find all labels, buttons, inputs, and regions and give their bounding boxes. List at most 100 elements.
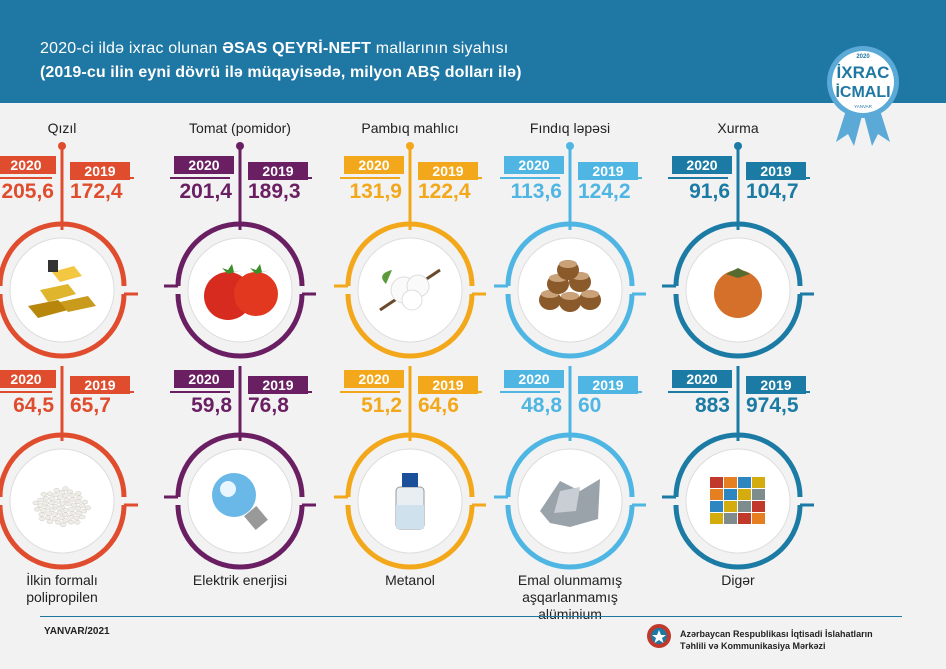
badge-year: 2020	[856, 54, 870, 60]
year-b-badge	[248, 376, 308, 394]
value-2019: 189,3	[248, 180, 301, 203]
value-2020: 51,2	[361, 394, 402, 417]
aluminium-icon	[540, 479, 600, 527]
card-graphic	[494, 142, 646, 359]
light-bulb-icon	[212, 473, 268, 531]
ring-bottom-arc	[0, 504, 127, 570]
value-2020: 131,9	[349, 180, 402, 203]
value-2019: 124,2	[578, 180, 631, 203]
card-graphic	[0, 142, 138, 359]
year-b-badge	[578, 376, 638, 394]
value-2019: 122,4	[418, 180, 471, 203]
organization-name: Azərbaycan Respublikası İqtisadi İslahat…	[680, 628, 873, 652]
pellets-icon	[32, 486, 92, 528]
ring-top-arc	[0, 432, 127, 498]
year-b-label: 2019	[592, 163, 624, 179]
tomato-icon	[204, 264, 278, 320]
ring-top-arc	[0, 221, 127, 287]
ring-top-arc	[673, 221, 803, 287]
year-b-badge	[746, 162, 806, 180]
product-name: Emal olunmamış aşqarlanmamış alüminium	[517, 572, 623, 622]
card-graphic	[164, 366, 316, 570]
year-b-badge	[418, 376, 478, 394]
value-2020: 48,8	[521, 394, 562, 417]
card-graphic	[662, 366, 814, 570]
product-name: Digər	[721, 572, 755, 588]
year-a-badge	[504, 370, 564, 388]
gold-bars-icon	[28, 260, 96, 318]
product-card: 2020 2019 91,6 104,7 Xurma	[648, 118, 828, 368]
year-a-label: 2020	[686, 371, 718, 387]
product-name: İlkin formalı polipropilen	[26, 572, 98, 605]
badge-month: YANVAR	[854, 104, 873, 109]
card-graphic	[334, 366, 486, 570]
ring-top-arc	[175, 221, 305, 287]
product-card: 2020 2019 59,8 76,8 Elektrik enerjisi	[150, 362, 330, 612]
year-a-label: 2020	[188, 157, 220, 173]
ixrac-icmali-badge: 2020 İXRAC İCMALI YANVAR	[827, 46, 899, 146]
product-name: Tomat (pomidor)	[189, 120, 291, 136]
card-graphic	[334, 142, 486, 359]
year-a-label: 2020	[686, 157, 718, 173]
org-line1: Azərbaycan Respublikası İqtisadi İslahat…	[680, 629, 873, 639]
icon-circle	[9, 448, 115, 554]
value-2019: 64,6	[418, 394, 459, 417]
product-card: 2020 2019 48,8 60 Emal olunmamış aşqarlanmam…	[480, 362, 660, 622]
year-a-badge	[0, 156, 56, 174]
product-card: 2020 2019 64,5 65,7 İlkin formalı polipropil…	[0, 362, 152, 612]
badge-line2: İCMALI	[835, 83, 890, 101]
org-line2: Təhlili və Kommunikasiya Mərkəzi	[680, 641, 826, 651]
year-b-badge	[746, 376, 806, 394]
value-2019: 104,7	[746, 180, 799, 203]
year-a-badge	[344, 370, 404, 388]
year-a-badge	[672, 156, 732, 174]
value-2020: 91,6	[689, 180, 730, 203]
ring-top-arc	[345, 221, 475, 287]
product-name: Metanol	[385, 572, 435, 588]
footer-divider	[40, 616, 902, 617]
page-subtitle: (2019-cu ilin eyni dövrü ilə müqayisədə,…	[40, 64, 522, 81]
product-card: 2020 2019 883 974,5 Digər	[648, 362, 828, 612]
year-a-badge	[174, 156, 234, 174]
year-a-label: 2020	[10, 157, 42, 173]
year-b-label: 2019	[432, 377, 464, 393]
product-card: 2020 2019 131,9 122,4 Pambıq mahlıcı	[320, 118, 500, 368]
ring-bottom-arc	[673, 504, 803, 570]
ring-bottom-arc	[0, 293, 127, 359]
ring-bottom-arc	[175, 504, 305, 570]
year-b-badge	[70, 162, 130, 180]
year-a-label: 2020	[10, 371, 42, 387]
year-a-badge	[344, 156, 404, 174]
year-b-label: 2019	[760, 377, 792, 393]
product-card: 2020 2019 51,2 64,6 Metanol	[320, 362, 500, 612]
footer-date: YANVAR/2021	[44, 626, 110, 637]
value-2019: 76,8	[248, 394, 289, 417]
year-b-badge	[578, 162, 638, 180]
value-2019: 172,4	[70, 180, 123, 203]
year-b-badge	[418, 162, 478, 180]
value-2020: 59,8	[191, 394, 232, 417]
ring-bottom-arc	[673, 293, 803, 359]
card-graphic	[164, 142, 316, 359]
header-banner: 2020-ci ildə ixrac olunan ƏSAS QEYRİ-NEF…	[0, 0, 946, 103]
year-b-label: 2019	[84, 377, 116, 393]
ring-top-arc	[505, 432, 635, 498]
product-card: 2020 2019 113,6 124,2 Fındıq ləpəsi	[480, 118, 660, 368]
badge-line1: İXRAC	[837, 63, 890, 82]
year-b-badge	[70, 376, 130, 394]
ring-top-arc	[175, 432, 305, 498]
year-a-badge	[672, 370, 732, 388]
page-title: 2020-ci ildə ixrac olunan ƏSAS QEYRİ-NEF…	[40, 40, 509, 57]
value-2020: 201,4	[179, 180, 232, 203]
year-a-label: 2020	[358, 371, 390, 387]
year-b-label: 2019	[84, 163, 116, 179]
ring-bottom-arc	[505, 293, 635, 359]
year-b-label: 2019	[262, 163, 294, 179]
product-card: 2020 2019 205,6 172,4 Qızıl	[0, 118, 152, 368]
icon-circle	[517, 237, 623, 343]
value-2019: 65,7	[70, 394, 111, 417]
year-a-label: 2020	[188, 371, 220, 387]
product-name: Fındıq ləpəsi	[529, 120, 611, 136]
ring-top-arc	[505, 221, 635, 287]
bottle-icon	[395, 473, 425, 530]
